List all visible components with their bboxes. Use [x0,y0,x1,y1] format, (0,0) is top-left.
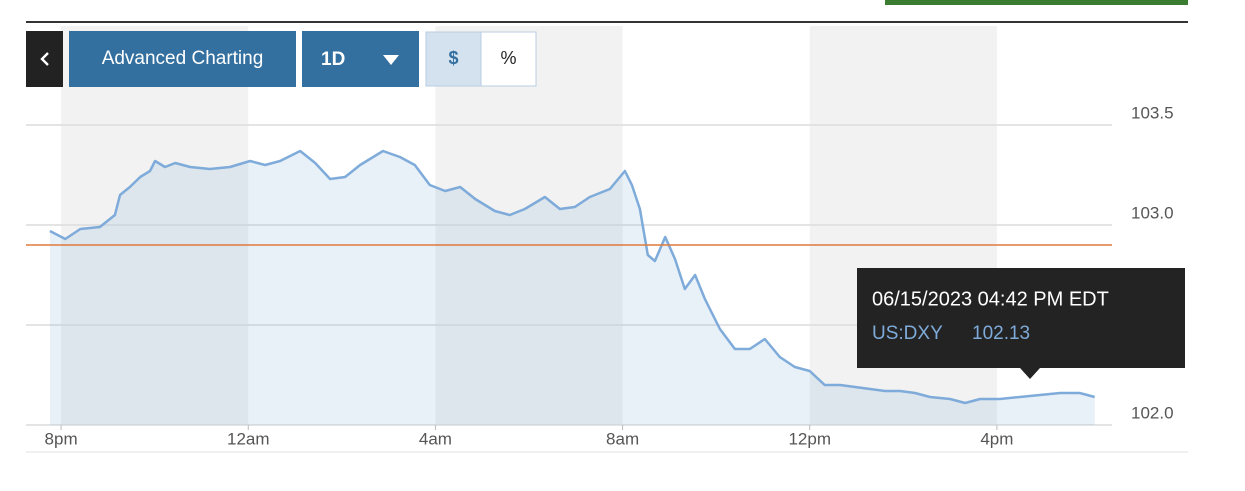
x-tick-label: 12pm [788,429,831,448]
range-dropdown[interactable]: 1D [302,31,419,87]
y-tick-label: 103.0 [1131,203,1174,222]
price-line [49,149,1096,405]
button-label: Advanced Charting [102,48,264,69]
x-tick-label: 8pm [45,429,78,448]
unit-toggle: $% [425,31,537,87]
area-fill [49,151,1095,425]
y-tick-label: 102.0 [1131,403,1174,422]
unit-box [480,31,537,87]
tooltip: 06/15/2023 04:42 PM EDT US:DXY 102.13 [857,268,1185,379]
unit-button[interactable]: $ [425,31,482,87]
unit-button[interactable]: % [480,31,537,87]
tooltip-symbol: US:DXY [872,323,943,344]
x-tick-label: 8am [606,429,639,448]
unit-box [425,31,482,87]
advanced-charting-button[interactable]: Advanced Charting [69,31,296,87]
plot [26,149,1112,425]
y-tick-label: 103.5 [1131,103,1174,122]
unit-label: % [500,48,516,68]
toolbar: Advanced Charting 1D $% [26,31,537,87]
tooltip-box [857,268,1185,379]
tooltip-time: 06/15/2023 04:42 PM EDT [872,288,1109,310]
x-tick-label: 12am [227,429,270,448]
unit-label: $ [448,48,458,68]
grid: 102.0 103.0 103.5 8pm 12am 4am 8am 12pm 4pm [26,103,1174,448]
back-button[interactable] [26,31,63,87]
tooltip-value: 102.13 [972,323,1030,344]
x-tick-label: 4am [419,429,452,448]
top-accent [885,0,1188,5]
x-tick-label: 4pm [980,429,1013,448]
range-label: 1D [321,49,345,70]
